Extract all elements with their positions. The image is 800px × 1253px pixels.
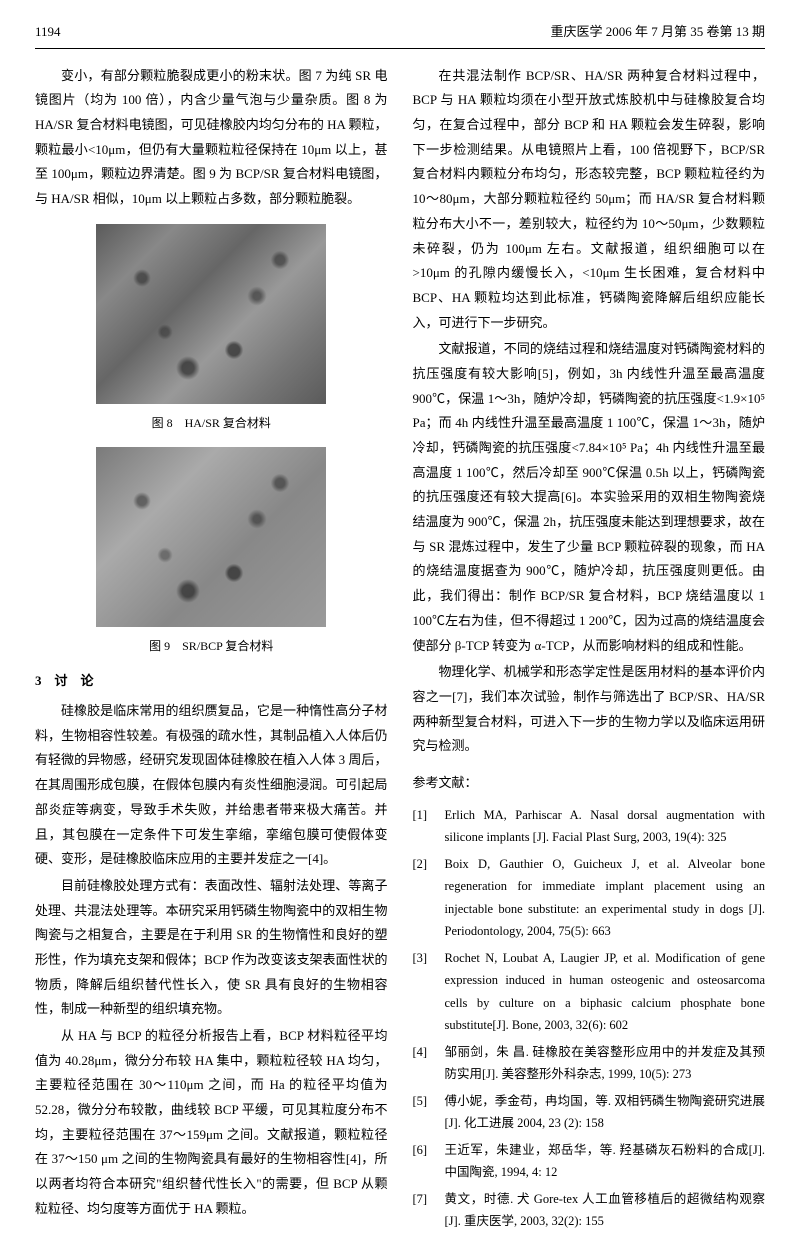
figure-8-caption: 图 8 HA/SR 复合材料 [35, 412, 388, 435]
reference-text: Boix D, Gauthier O, Guicheux J, et al. A… [445, 853, 766, 943]
paragraph-5: 在共混法制作 BCP/SR、HA/SR 两种复合材料过程中，BCP 与 HA 颗… [413, 64, 766, 336]
figure-8-image [96, 224, 326, 404]
reference-item: [2] Boix D, Gauthier O, Guicheux J, et a… [413, 853, 766, 943]
reference-text: 黄文，时德. 犬 Gore-tex 人工血管移植后的超微结构观察[J]. 重庆医… [445, 1188, 766, 1233]
reference-item: [1] Erlich MA, Parhiscar A. Nasal dorsal… [413, 804, 766, 849]
main-content: 变小，有部分颗粒脆裂成更小的粉末状。图 7 为纯 SR 电镜图片（均为 100 … [35, 64, 765, 1233]
reference-text: Rochet N, Loubat A, Laugier JP, et al. M… [445, 947, 766, 1037]
paragraph-3: 目前硅橡胶处理方式有：表面改性、辐射法处理、等离子处理、共混法处理等。本研究采用… [35, 874, 388, 1022]
paragraph-2: 硅橡胶是临床常用的组织赝复品，它是一种惰性高分子材料，生物相容性较差。有极强的疏… [35, 699, 388, 872]
paragraph-7: 物理化学、机械学和形态学定性是医用材料的基本评价内容之一[7]，我们本次试验，制… [413, 660, 766, 759]
reference-item: [7] 黄文，时德. 犬 Gore-tex 人工血管移植后的超微结构观察[J].… [413, 1188, 766, 1233]
paragraph-6: 文献报道，不同的烧结过程和烧结温度对钙磷陶瓷材料的抗压强度有较大影响[5]，例如… [413, 337, 766, 658]
reference-item: [6] 王近军，朱建业，郑岳华，等. 羟基磷灰石粉料的合成[J]. 中国陶瓷, … [413, 1139, 766, 1184]
reference-number: [6] [413, 1139, 445, 1184]
reference-text: Erlich MA, Parhiscar A. Nasal dorsal aug… [445, 804, 766, 849]
figure-9-image [96, 447, 326, 627]
page-header: 1194 重庆医学 2006 年 7 月第 35 卷第 13 期 [35, 20, 765, 49]
reference-number: [4] [413, 1041, 445, 1086]
reference-text: 傅小妮，季金苟，冉均国，等. 双相钙磷生物陶瓷研究进展 [J]. 化工进展 20… [445, 1090, 766, 1135]
paragraph-1: 变小，有部分颗粒脆裂成更小的粉末状。图 7 为纯 SR 电镜图片（均为 100 … [35, 64, 388, 212]
reference-text: 邹丽剑，朱 昌. 硅橡胶在美容整形应用中的并发症及其预防实用[J]. 美容整形外… [445, 1041, 766, 1086]
reference-number: [2] [413, 853, 445, 943]
figure-9-caption: 图 9 SR/BCP 复合材料 [35, 635, 388, 658]
reference-item: [5] 傅小妮，季金苟，冉均国，等. 双相钙磷生物陶瓷研究进展 [J]. 化工进… [413, 1090, 766, 1135]
paragraph-4: 从 HA 与 BCP 的粒径分析报告上看，BCP 材料粒径平均值为 40.28μ… [35, 1024, 388, 1222]
reference-item: [3] Rochet N, Loubat A, Laugier JP, et a… [413, 947, 766, 1037]
reference-number: [3] [413, 947, 445, 1037]
reference-text: 王近军，朱建业，郑岳华，等. 羟基磷灰石粉料的合成[J]. 中国陶瓷, 1994… [445, 1139, 766, 1184]
reference-number: [7] [413, 1188, 445, 1233]
section-discussion-title: 3 讨 论 [35, 669, 388, 694]
references-title: 参考文献： [413, 771, 766, 796]
reference-item: [4] 邹丽剑，朱 昌. 硅橡胶在美容整形应用中的并发症及其预防实用[J]. 美… [413, 1041, 766, 1086]
page-number: 1194 [35, 20, 61, 45]
figure-9: 图 9 SR/BCP 复合材料 [35, 447, 388, 658]
journal-info: 重庆医学 2006 年 7 月第 35 卷第 13 期 [550, 20, 765, 45]
reference-number: [5] [413, 1090, 445, 1135]
reference-number: [1] [413, 804, 445, 849]
figure-8: 图 8 HA/SR 复合材料 [35, 224, 388, 435]
